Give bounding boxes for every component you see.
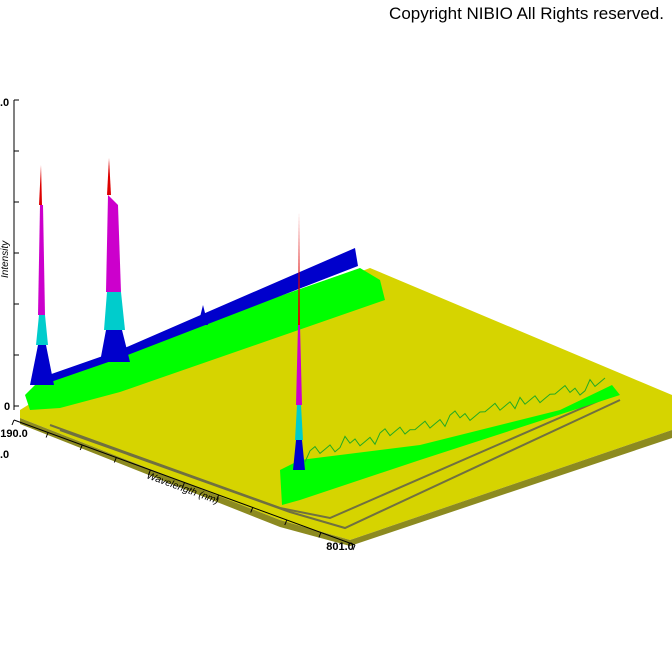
- ridge-line-front: [59, 399, 621, 530]
- x-tick-mark: [147, 469, 151, 476]
- peak-1: [30, 165, 54, 385]
- z-axis-title: Intensity: [0, 240, 11, 278]
- z-axis-ticks: [14, 99, 19, 407]
- x-axis-ticks: [11, 419, 356, 551]
- front-spectrum-band: [280, 385, 620, 505]
- x-tick-label-end: 801.0: [326, 541, 354, 553]
- peak-3: [293, 212, 305, 470]
- peak-2: [100, 158, 130, 362]
- x-tick-mark: [284, 519, 288, 526]
- x-tick-mark: [352, 544, 356, 551]
- x-tick-mark: [113, 457, 117, 463]
- z-tick-label-bottom: .0: [0, 449, 9, 461]
- x-tick-label-start: 190.0: [0, 428, 28, 440]
- x-tick-mark: [182, 482, 185, 488]
- x-tick-mark: [79, 444, 83, 451]
- z-tick-label-top: .0: [0, 97, 9, 109]
- back-spectrum-band: [25, 268, 385, 410]
- small-peak: [198, 305, 208, 325]
- z-tick-label-zero: 0: [4, 401, 10, 413]
- x-tick-mark: [318, 532, 322, 538]
- noise-trace: [304, 377, 606, 463]
- x-tick-mark: [216, 494, 220, 501]
- x-tick-mark: [11, 419, 15, 426]
- copyright-text: Copyright NIBIO All Rights reserved.: [389, 4, 664, 23]
- x-tick-mark: [45, 432, 49, 438]
- x-tick-mark: [250, 507, 254, 513]
